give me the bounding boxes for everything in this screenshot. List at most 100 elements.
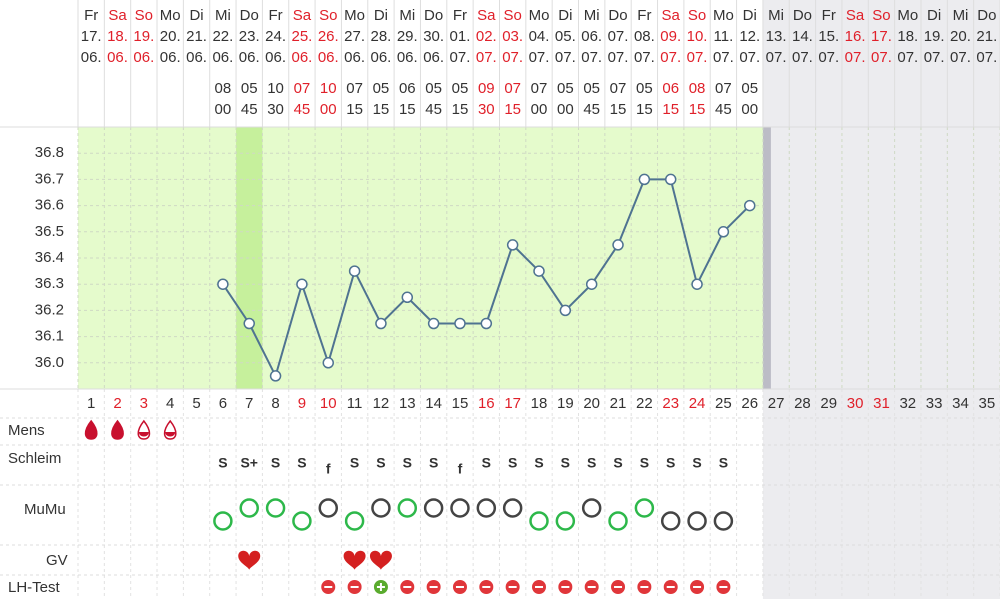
cycle-day: 30 xyxy=(847,395,864,412)
schleim: S xyxy=(429,455,438,471)
weekday: Do xyxy=(793,7,812,24)
schleim: f xyxy=(458,461,463,477)
mumu xyxy=(660,511,681,531)
mumu xyxy=(213,511,233,531)
cycle-day: 19 xyxy=(557,395,574,412)
schleim: S xyxy=(587,455,596,471)
weekday: Mi xyxy=(584,7,600,24)
time-hour: 05 xyxy=(557,80,574,97)
date-month: 07. xyxy=(950,49,971,66)
schleim: S xyxy=(692,455,701,471)
weekday: So xyxy=(503,7,521,24)
mumu xyxy=(265,498,286,518)
time-minute: 00 xyxy=(741,101,758,118)
future-column xyxy=(868,0,896,599)
date-day: 01. xyxy=(450,28,471,45)
date-month: 07. xyxy=(608,49,629,66)
date-day: 26. xyxy=(318,28,339,45)
time-hour: 06 xyxy=(399,80,416,97)
time-minute: 45 xyxy=(715,101,732,118)
date-day: 24. xyxy=(265,28,286,45)
temperature-point xyxy=(480,317,493,330)
weekday: Mo xyxy=(713,7,734,24)
date-day: 21. xyxy=(186,28,207,45)
time-minute: 15 xyxy=(636,101,653,118)
cycle-day: 32 xyxy=(899,395,916,412)
weekday: Fr xyxy=(84,7,98,24)
schleim: S xyxy=(218,455,227,471)
foreground: 36.036.136.236.336.436.536.636.736.8Fr17… xyxy=(35,7,997,594)
future-column xyxy=(894,0,922,599)
date-day: 21. xyxy=(976,28,997,45)
cycle-day: 21 xyxy=(610,395,627,412)
temperature-point xyxy=(638,173,651,186)
time-hour: 07 xyxy=(346,80,363,97)
weekday: Sa xyxy=(108,7,127,24)
date-day: 16. xyxy=(845,28,866,45)
date-month: 07. xyxy=(766,49,787,66)
time-minute: 30 xyxy=(478,101,495,118)
weekday: Do xyxy=(608,7,627,24)
date-month: 06. xyxy=(318,49,339,66)
mumu xyxy=(397,498,418,518)
cycle-day: 16 xyxy=(478,395,495,412)
date-day: 09. xyxy=(660,28,681,45)
date-day: 19. xyxy=(133,28,154,45)
weekday: Sa xyxy=(662,7,681,24)
weekday: Mi xyxy=(768,7,784,24)
cycle-day: 22 xyxy=(636,395,653,412)
weekday: Mo xyxy=(897,7,918,24)
time-minute: 30 xyxy=(267,101,284,118)
temperature-point xyxy=(269,370,282,382)
date-month: 07. xyxy=(581,49,602,66)
cycle-day: 4 xyxy=(166,395,174,412)
date-month: 07. xyxy=(502,49,523,66)
date-day: 04. xyxy=(529,28,550,45)
time-hour: 08 xyxy=(689,80,706,97)
future-column xyxy=(920,0,948,599)
time-hour: 05 xyxy=(425,80,442,97)
mumu xyxy=(371,498,391,518)
date-month: 07. xyxy=(687,49,708,66)
temperature-point xyxy=(612,239,624,251)
time-minute: 15 xyxy=(504,101,521,118)
time-minute: 00 xyxy=(320,101,337,118)
schleim: S xyxy=(271,455,280,471)
weekday: Fr xyxy=(268,7,282,24)
mumu xyxy=(292,511,312,531)
time-hour: 07 xyxy=(531,80,548,97)
schleim: S xyxy=(561,455,570,471)
row-label: GV xyxy=(46,552,68,569)
cycle-day: 8 xyxy=(271,395,279,412)
time-hour: 08 xyxy=(215,80,232,97)
mumu xyxy=(450,498,470,518)
date-day: 17. xyxy=(871,28,892,45)
y-tick-label: 36.1 xyxy=(35,328,64,345)
date-day: 05. xyxy=(555,28,576,45)
date-day: 14. xyxy=(792,28,813,45)
mens-drop-fill xyxy=(138,432,149,437)
schleim: S xyxy=(350,455,359,471)
weekday: Do xyxy=(424,7,443,24)
mumu xyxy=(502,498,523,518)
weekday: So xyxy=(872,7,890,24)
time-minute: 15 xyxy=(610,101,627,118)
time-minute: 00 xyxy=(215,101,232,118)
date-day: 25. xyxy=(291,28,312,45)
cycle-day: 12 xyxy=(373,395,390,412)
temperature-point xyxy=(243,317,255,330)
mens-drop xyxy=(111,419,124,440)
schleim: S xyxy=(297,455,306,471)
time-hour: 05 xyxy=(452,80,469,97)
temperature-point xyxy=(348,265,361,277)
time-minute: 15 xyxy=(346,101,363,118)
mumu xyxy=(687,511,707,531)
time-hour: 05 xyxy=(636,80,653,97)
weekday: Di xyxy=(927,7,941,24)
date-day: 15. xyxy=(818,28,839,45)
weekday: Mi xyxy=(953,7,969,24)
date-day: 20. xyxy=(950,28,971,45)
cycle-day: 13 xyxy=(399,395,416,412)
mumu xyxy=(608,511,628,531)
